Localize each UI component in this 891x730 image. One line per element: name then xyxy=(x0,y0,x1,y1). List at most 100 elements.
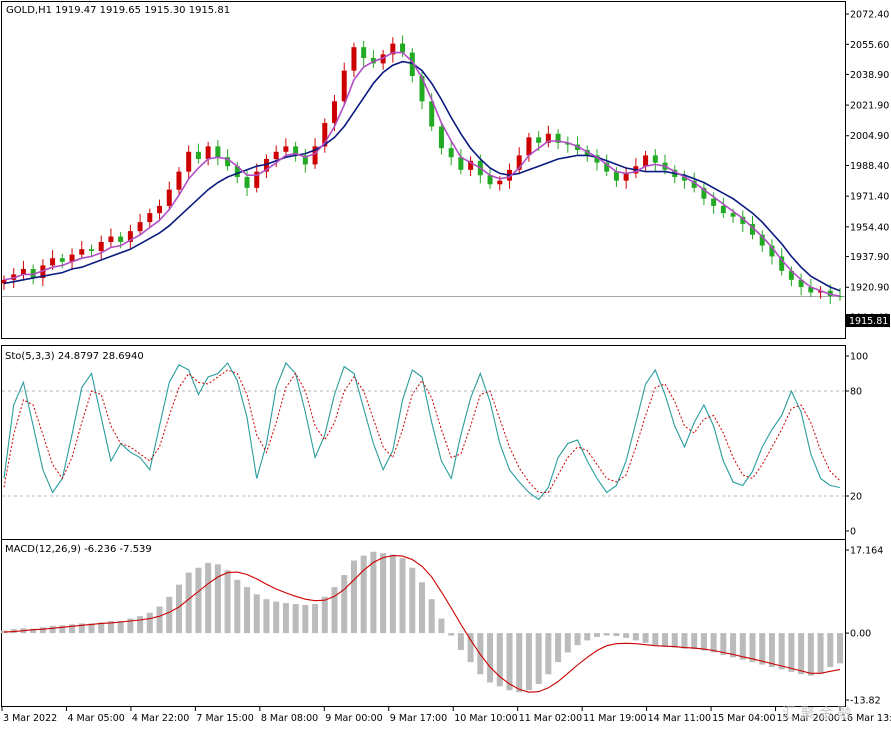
x-axis-tick-label: 16 Mar 13:00 xyxy=(841,713,891,724)
macd-histogram-bar xyxy=(671,633,678,648)
macd-histogram-bar xyxy=(730,633,737,658)
candle-body xyxy=(225,157,231,167)
macd-histogram-bar xyxy=(516,633,523,693)
candle-body xyxy=(79,249,85,255)
x-axis-tick-label: 4 Mar 22:00 xyxy=(132,713,189,724)
candle-body xyxy=(429,101,435,127)
candle-body xyxy=(604,162,610,172)
candle-body xyxy=(176,171,182,190)
macd-histogram-bar xyxy=(49,625,56,634)
macd-histogram-bar xyxy=(574,633,581,646)
x-axis-tick-label: 9 Mar 00:00 xyxy=(325,713,382,724)
macd-histogram-bar xyxy=(389,554,396,634)
y-axis-tick-label: 2021.90 xyxy=(850,101,889,112)
stochastic-signal-line xyxy=(3,369,841,493)
y-axis-tick-label: 1971.40 xyxy=(850,192,889,203)
macd-histogram-bar xyxy=(30,628,37,634)
candle-body xyxy=(438,126,444,149)
macd-histogram-bar xyxy=(273,601,280,634)
macd-histogram-bar xyxy=(623,633,630,638)
candle-body xyxy=(283,146,289,152)
candle-body xyxy=(98,241,104,251)
slow-moving-average-line xyxy=(3,60,841,292)
candle-body xyxy=(701,187,707,199)
macd-histogram-bar xyxy=(341,575,348,634)
candle-body xyxy=(827,290,833,297)
candle-body xyxy=(390,43,396,55)
y-axis-tick-label: 100 xyxy=(850,352,868,363)
macd-histogram-bar xyxy=(117,620,124,634)
candle-body xyxy=(293,146,299,156)
price-panel-frame xyxy=(1,1,846,339)
y-axis-tick-label: 2072.40 xyxy=(850,10,889,21)
candle-body xyxy=(769,245,775,257)
macd-histogram-bar xyxy=(263,599,270,634)
macd-histogram-bar xyxy=(137,616,144,634)
y-axis-tick-label: 2004.90 xyxy=(850,131,889,142)
macd-histogram-bar xyxy=(720,633,727,655)
x-axis-tick-label: 15 Mar 20:00 xyxy=(777,713,840,724)
macd-histogram-bar xyxy=(632,633,639,641)
macd-histogram-bar xyxy=(788,633,795,672)
macd-histogram-bar xyxy=(798,633,805,675)
y-axis-tick-label: 17.164 xyxy=(850,546,883,557)
macd-histogram-bar xyxy=(438,618,445,634)
x-axis-tick-label: 3 Mar 2022 xyxy=(3,713,57,724)
macd-histogram-bar xyxy=(350,560,357,634)
macd-histogram-bar xyxy=(593,633,600,637)
macd-histogram-bar xyxy=(39,627,46,634)
macd-histogram-bar xyxy=(584,633,591,641)
macd-histogram-bar xyxy=(467,633,474,663)
candle-body xyxy=(759,234,765,246)
y-axis-tick-label: 1988.40 xyxy=(850,161,889,172)
candle-body xyxy=(380,54,386,64)
macd-histogram-bar xyxy=(224,570,231,634)
macd-histogram-bar xyxy=(535,633,542,684)
macd-histogram-bar xyxy=(214,564,221,634)
candle-body xyxy=(400,43,406,53)
candle-body xyxy=(370,58,376,64)
candle-body xyxy=(448,148,454,158)
y-axis-tick-label: 1920.90 xyxy=(850,283,889,294)
candle-body xyxy=(273,151,279,160)
y-axis-labels: 2072.40 2055.60 2038.90 2021.90 2004.90 1988.… xyxy=(845,10,889,707)
candle-body xyxy=(50,258,56,266)
macd-histogram-bar xyxy=(749,633,756,663)
fast-moving-average-line xyxy=(3,51,841,297)
macd-histogram-bar xyxy=(312,604,319,634)
x-axis-tick-label: 14 Mar 11:00 xyxy=(648,713,711,724)
candle-body xyxy=(516,155,522,170)
candle-body xyxy=(468,160,474,170)
candle-body xyxy=(205,146,211,160)
macd-histogram-bar xyxy=(759,633,766,665)
price-plot xyxy=(1,35,845,305)
candle-body xyxy=(643,155,649,167)
y-axis-tick-label: 80 xyxy=(850,387,862,398)
y-axis-tick-label: 2055.60 xyxy=(850,40,889,51)
x-axis-tick-label: 4 Mar 05:00 xyxy=(67,713,124,724)
macd-histogram-bar xyxy=(253,594,260,634)
macd-histogram-bar xyxy=(88,623,95,634)
x-axis-tick-label: 10 Mar 10:00 xyxy=(454,713,517,724)
candle-body xyxy=(788,270,794,280)
candle-body xyxy=(312,146,318,165)
macd-histogram-bar xyxy=(448,633,455,636)
candle-body xyxy=(186,151,192,172)
macd-histogram-bar xyxy=(78,623,85,634)
macd-histogram-bar xyxy=(487,633,494,683)
candle-body xyxy=(584,149,590,156)
macd-histogram-bar xyxy=(156,606,163,634)
macd-histogram-bar xyxy=(302,605,309,634)
y-axis-tick-label: -13.82 xyxy=(850,696,881,707)
candle-body xyxy=(215,146,221,158)
candle-body xyxy=(263,159,269,172)
candle-body xyxy=(730,213,736,217)
x-axis-tick-label: 11 Mar 02:00 xyxy=(519,713,582,724)
candle-body xyxy=(818,290,824,293)
macd-histogram-bar xyxy=(69,624,76,634)
price-chart-title: GOLD,H1 1919.47 1919.65 1915.30 1915.81 xyxy=(6,5,230,16)
macd-histogram-bar xyxy=(195,567,202,634)
macd-histogram-bar xyxy=(428,599,435,634)
macd-histogram-bar xyxy=(613,633,620,636)
macd-histogram-bar xyxy=(409,567,416,634)
